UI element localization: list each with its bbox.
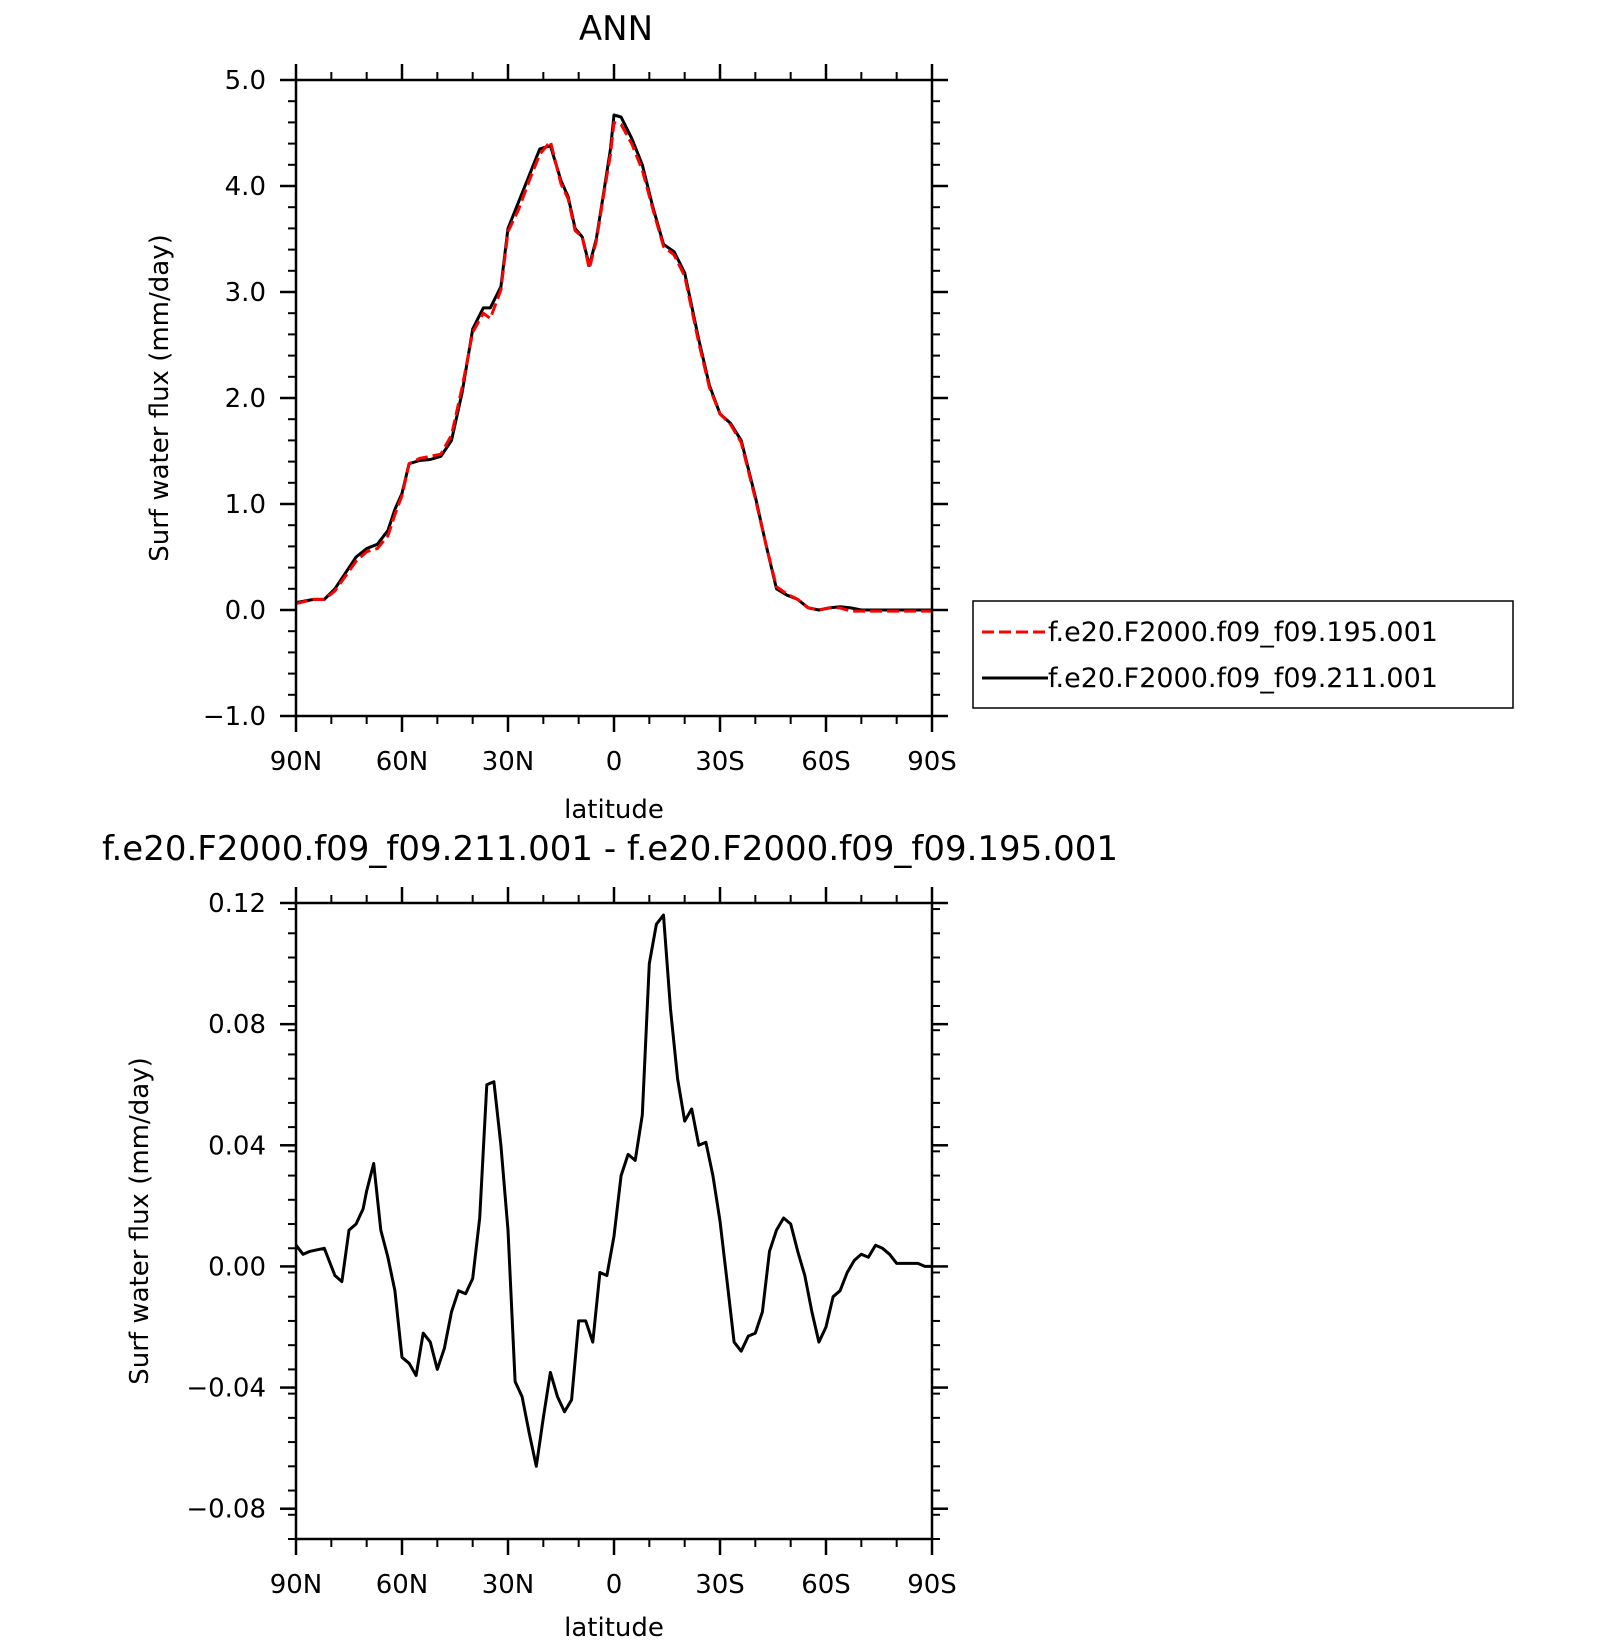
bottom-y-axis-label: Surf water flux (mm/day) <box>125 1057 155 1384</box>
top-y-tick-labels: −1.0 0.0 1.0 2.0 3.0 4.0 5.0 <box>203 66 266 732</box>
bottom-x-tick-labels: 90N 60N 30N 0 30S 60S 90S <box>270 1570 957 1600</box>
legend-label-195: f.e20.F2000.f09_f09.195.001 <box>1048 617 1438 648</box>
legend-label-211: f.e20.F2000.f09_f09.211.001 <box>1048 663 1438 694</box>
y-tick-label: 0.00 <box>208 1252 266 1282</box>
y-tick-label: −1.0 <box>203 702 266 732</box>
top-chart-title: ANN <box>579 9 653 49</box>
y-tick-label: 5.0 <box>225 66 266 96</box>
x-tick-label: 30S <box>695 1570 745 1600</box>
series-line-211-001 <box>295 113 932 612</box>
top-plot-frame <box>294 78 934 718</box>
x-tick-label: 90N <box>270 747 323 777</box>
y-tick-label: −0.04 <box>186 1374 266 1404</box>
bottom-lines <box>294 913 932 1468</box>
bottom-chart-title: f.e20.F2000.f09_f09.211.001 - f.e20.F200… <box>102 829 1118 869</box>
legend-box <box>972 600 1514 709</box>
y-tick-label: 0.08 <box>208 1010 266 1040</box>
bottom-plot-frame <box>294 901 934 1541</box>
y-tick-label: −0.08 <box>186 1495 266 1525</box>
x-tick-label: 30S <box>695 747 745 777</box>
bottom-y-tick-labels: −0.08 −0.04 0.00 0.04 0.08 0.12 <box>186 889 266 1525</box>
top-ticks <box>280 64 948 732</box>
legend: f.e20.F2000.f09_f09.195.001 f.e20.F2000.… <box>972 600 1514 709</box>
top-x-tick-labels: 90N 60N 30N 0 30S 60S 90S <box>270 747 957 777</box>
x-tick-label: 0 <box>606 1570 623 1600</box>
bottom-x-axis-label: latitude <box>564 1613 664 1641</box>
y-tick-label: 2.0 <box>225 384 266 414</box>
y-tick-label: 0.04 <box>208 1131 266 1161</box>
bottom-panel: f.e20.F2000.f09_f09.211.001 - f.e20.F200… <box>102 829 1118 1641</box>
x-tick-label: 60N <box>376 747 429 777</box>
y-tick-label: 3.0 <box>225 278 266 308</box>
y-tick-label: 1.0 <box>225 490 266 520</box>
top-x-axis-label: latitude <box>564 795 664 825</box>
x-tick-label: 0 <box>606 747 623 777</box>
x-tick-label: 30N <box>482 1570 535 1600</box>
y-tick-label: 0.0 <box>225 596 266 626</box>
x-tick-label: 60N <box>376 1570 429 1600</box>
x-tick-label: 60S <box>801 1570 851 1600</box>
x-tick-label: 90S <box>907 747 957 777</box>
x-tick-label: 90N <box>270 1570 323 1600</box>
x-tick-label: 60S <box>801 747 851 777</box>
x-tick-label: 30N <box>482 747 535 777</box>
top-y-axis-label: Surf water flux (mm/day) <box>145 234 175 561</box>
top-lines <box>295 113 932 613</box>
y-tick-label: 0.12 <box>208 889 266 919</box>
bottom-ticks <box>280 887 948 1555</box>
series-line-195-001 <box>295 120 932 613</box>
top-panel: ANN −1.0 0.0 1.0 2.0 3.0 4.0 5.0 90N 60N 30N 0 30S… <box>145 9 957 825</box>
x-tick-label: 90S <box>907 1570 957 1600</box>
y-tick-label: 4.0 <box>225 172 266 202</box>
series-line-difference <box>294 913 932 1468</box>
